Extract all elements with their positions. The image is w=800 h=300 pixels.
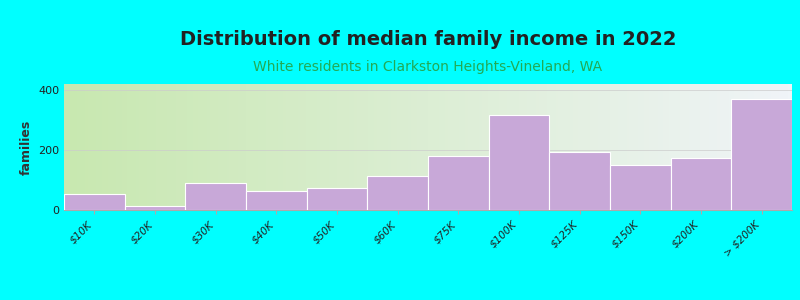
Bar xyxy=(489,116,550,210)
Title: Distribution of median family income in 2022: Distribution of median family income in … xyxy=(180,30,676,49)
Bar xyxy=(610,165,670,210)
Bar xyxy=(125,206,186,210)
Bar xyxy=(186,183,246,210)
Bar xyxy=(731,99,792,210)
Bar xyxy=(670,158,731,210)
Bar xyxy=(64,194,125,210)
Bar xyxy=(367,176,428,210)
Bar xyxy=(246,190,306,210)
Bar xyxy=(550,152,610,210)
Bar xyxy=(306,188,367,210)
Y-axis label: families: families xyxy=(19,119,33,175)
Text: White residents in Clarkston Heights-Vineland, WA: White residents in Clarkston Heights-Vin… xyxy=(254,60,602,74)
Bar xyxy=(428,156,489,210)
